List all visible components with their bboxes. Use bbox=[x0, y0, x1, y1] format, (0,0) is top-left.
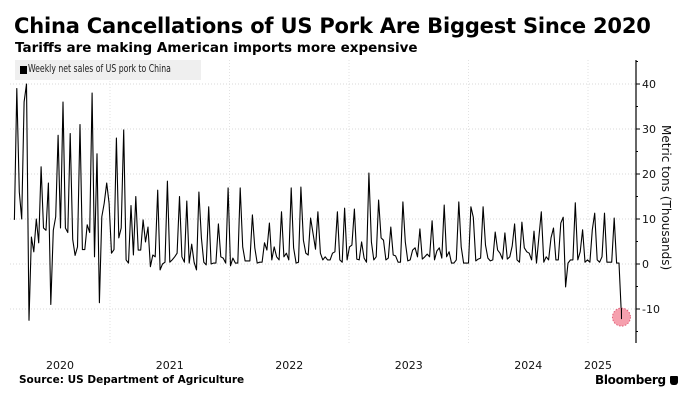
legend-swatch bbox=[20, 66, 27, 74]
chart-title: China Cancellations of US Pork Are Bigge… bbox=[14, 14, 651, 38]
source-note: Source: US Department of Agriculture bbox=[19, 374, 245, 386]
x-axis-labels: 2020 2021 2022 2023 2024 2025 bbox=[46, 359, 612, 372]
series-line bbox=[13, 83, 623, 321]
y-tick-label: 0 bbox=[642, 258, 649, 271]
highlight-layer bbox=[611, 307, 631, 327]
chart-subtitle: Tariffs are making American imports more… bbox=[15, 40, 418, 56]
x-tick-label: 2021 bbox=[156, 359, 184, 372]
x-tick-label: 2024 bbox=[514, 359, 542, 372]
y-axis: 40 30 20 10 0 -10 bbox=[635, 60, 660, 343]
bloomberg-logo-icon bbox=[669, 376, 678, 385]
x-tick-label: 2020 bbox=[46, 359, 74, 372]
x-tick-label: 2022 bbox=[275, 359, 303, 372]
brand-name: Bloomberg bbox=[595, 373, 666, 387]
y-tick-label: 40 bbox=[642, 78, 656, 91]
brand-logo: Bloomberg bbox=[595, 373, 678, 387]
x-tick-label: 2025 bbox=[584, 359, 612, 372]
y-tick-label: -10 bbox=[642, 303, 660, 316]
legend-label: Weekly net sales of US pork to China bbox=[28, 63, 171, 75]
y-tick-label: 10 bbox=[642, 213, 656, 226]
y-axis-label: Metric tons (Thousands) bbox=[659, 125, 673, 270]
legend: Weekly net sales of US pork to China bbox=[15, 60, 201, 80]
series-layer bbox=[13, 83, 623, 321]
gridlines bbox=[10, 60, 636, 343]
x-tick-label: 2023 bbox=[395, 359, 423, 372]
y-tick-label: 30 bbox=[642, 123, 656, 136]
y-tick-label: 20 bbox=[642, 168, 656, 181]
